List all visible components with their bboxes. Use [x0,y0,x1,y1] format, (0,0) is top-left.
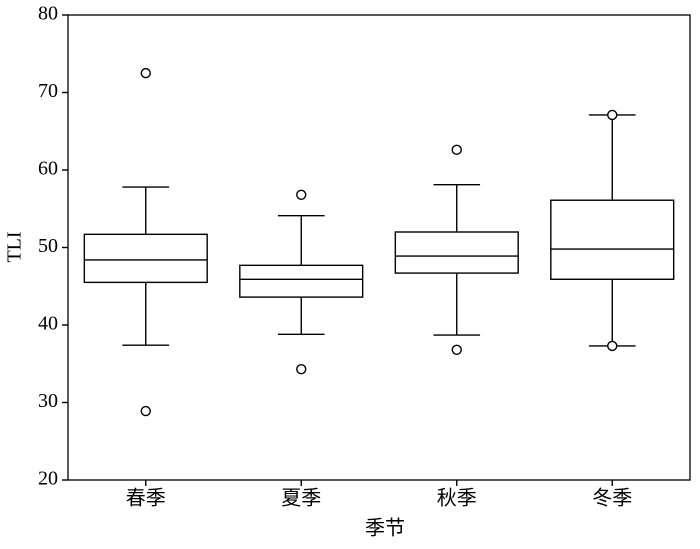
y-tick-label: 80 [38,3,58,25]
y-tick-label: 20 [38,468,58,490]
box [239,264,364,298]
y-axis-label: TLI [4,231,26,262]
box [550,199,675,280]
outlier [451,144,462,156]
box [83,233,208,284]
x-tick-label: 秋季 [437,487,477,510]
outlier [140,405,151,417]
y-tick-label: 40 [38,313,58,335]
outlier [296,189,307,201]
outlier [140,67,151,79]
outlier [607,109,618,121]
y-tick-label: 70 [38,80,58,102]
x-tick-label: 春季 [126,487,166,510]
x-tick-label: 冬季 [592,487,632,510]
outlier [451,344,462,355]
x-tick-label: 夏季 [281,487,321,510]
plot-frame [67,14,691,481]
y-tick-label: 60 [38,158,58,180]
y-tick-label: 30 [38,390,58,412]
outlier [607,340,618,352]
y-tick-label: 50 [38,235,58,257]
outlier [296,363,307,375]
box [394,231,519,274]
x-axis-label: 季节 [365,517,405,540]
